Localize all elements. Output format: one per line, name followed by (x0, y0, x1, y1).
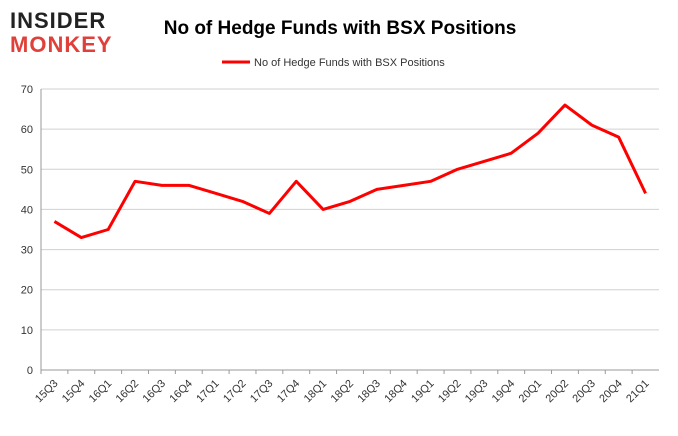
y-tick-label: 10 (21, 325, 33, 337)
y-tick-label: 60 (21, 124, 33, 136)
logo-bottom: MONKEY (10, 32, 113, 57)
y-tick-label: 20 (21, 285, 33, 297)
data-line (53, 103, 647, 240)
y-tick-label: 30 (21, 245, 33, 257)
legend-label: No of Hedge Funds with BSX Positions (254, 57, 445, 69)
y-tick-label: 50 (21, 164, 33, 176)
chart-title: No of Hedge Funds with BSX Positions (164, 18, 517, 39)
y-tick-label: 0 (27, 365, 33, 377)
y-tick-label: 40 (21, 204, 33, 216)
logo-top: INSIDER (10, 8, 106, 33)
y-tick-label: 70 (21, 84, 33, 96)
